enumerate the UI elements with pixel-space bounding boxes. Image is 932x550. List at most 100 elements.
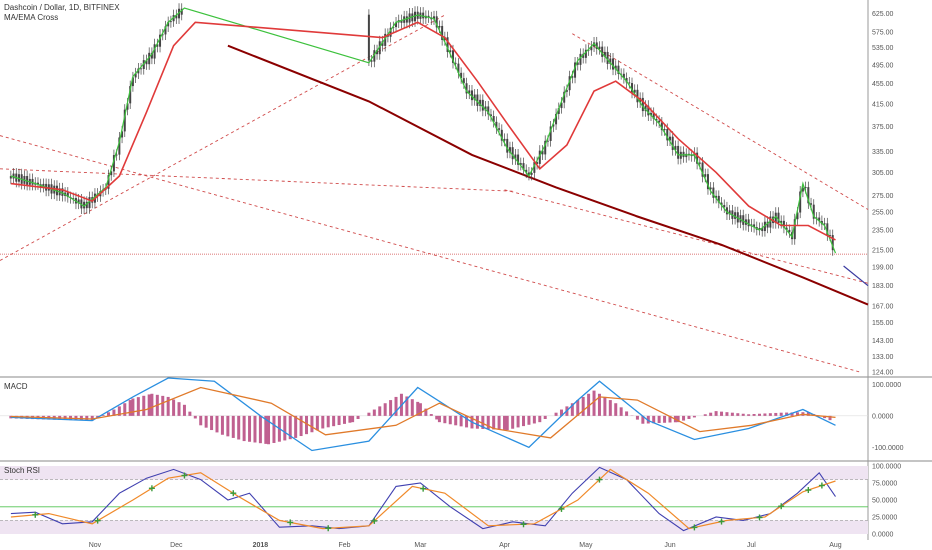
candle-body [88,197,91,209]
candle-body [734,212,737,219]
macd-histogram-bar [828,415,832,421]
candle-body [435,16,438,28]
candle-body [72,198,75,199]
candle-body [495,121,498,129]
macd-histogram-bar [215,415,219,433]
macd-histogram-bar [676,415,680,423]
price-tick-label: 305.00 [872,170,894,177]
candle-body [150,52,153,59]
candle-body [454,62,457,64]
macd-histogram-bar [117,406,121,416]
macd-histogram-bar [416,401,420,416]
macd-histogram-bar [608,400,612,416]
macd-histogram-bar [299,415,303,437]
macd-histogram-bar [128,400,132,416]
candle-body [736,212,739,223]
candle-body [788,229,791,233]
x-tick-label: Dec [170,542,183,549]
stoch-k-line [10,466,836,532]
candle-body [31,178,34,185]
price-tick-label: 167.00 [872,303,894,310]
candle-body [449,50,452,53]
candle-body [470,90,473,101]
macd-histogram-bar [123,403,127,416]
candle-body [606,51,609,64]
macd-histogram-bar [435,415,439,420]
candle-body [571,76,574,78]
macd-histogram-bar [367,412,371,416]
candle-body [167,22,170,27]
macd-histogram-bar [372,409,376,416]
candle-body [392,27,395,28]
candle-body [614,65,617,70]
stoch-lower-band [0,520,868,534]
candle-body [500,129,503,141]
candle-body [457,63,460,73]
candle-body [395,22,398,28]
macd-histogram-bar [736,413,740,416]
long-ma-line [10,21,836,241]
macd-histogram-bar [475,415,479,429]
candle-body [446,37,449,53]
macd-histogram-bar [635,415,639,420]
candle-body [389,27,392,37]
candle-body [598,46,601,49]
macd-histogram-bar [220,415,224,435]
macd-histogram-bar [294,415,298,438]
candle-body [433,16,435,20]
macd-tick-label: 100.0000 [872,382,901,389]
candle-body [633,89,636,93]
x-tick-label: Apr [499,542,511,549]
macd-histogram-bar [166,396,170,416]
macd-histogram-bar [481,415,485,429]
price-tick-label: 335.00 [872,149,894,156]
candle-body [110,171,113,176]
dashed-trendline [504,189,869,284]
macd-histogram-bar [779,412,783,416]
macd-histogram-bar [576,400,580,416]
candle-body [376,50,379,55]
candle-body [112,155,115,172]
macd-histogram-bar [9,415,13,419]
macd-histogram-bar [242,415,246,442]
macd-histogram-bar [603,396,607,416]
macd-histogram-bar [720,411,724,416]
candle-body [536,162,539,164]
candle-body [370,60,373,62]
candle-body [83,201,86,209]
macd-histogram-bar [614,403,618,416]
macd-histogram-bar [342,415,346,424]
candle-body [460,72,463,79]
macd-histogram-bar [785,412,789,416]
dashed-trendline [572,33,869,210]
candle-body [742,215,745,225]
macd-histogram-bar [763,413,767,416]
stoch-rsi-label: Stoch RSI [4,466,41,475]
macd-histogram-bar [258,415,262,444]
macd-histogram-bar [741,413,745,416]
price-tick-label: 235.00 [872,228,894,235]
macd-histogram-bar [459,415,463,427]
macd-histogram-bar [795,412,799,416]
price-tick-label: 133.00 [872,354,894,361]
candle-body [180,8,183,15]
candle-body [807,187,810,204]
macd-histogram-bar [714,411,718,416]
candle-body [36,182,39,185]
stoch-d-line [10,468,836,530]
macd-histogram-bar [625,411,629,416]
candle-body [576,62,579,65]
candle-body [462,78,465,84]
candle-body [378,41,381,55]
macd-histogram-bar [747,414,751,416]
macd-histogram-bar [131,398,135,416]
macd-histogram-bar [559,409,563,416]
candle-body [145,60,148,65]
candle-body [115,154,118,156]
candle-body [666,128,669,141]
candle-body [568,76,571,91]
candle-body [9,176,12,179]
macd-histogram-bar [752,414,756,416]
macd-histogram-bar [774,412,778,416]
